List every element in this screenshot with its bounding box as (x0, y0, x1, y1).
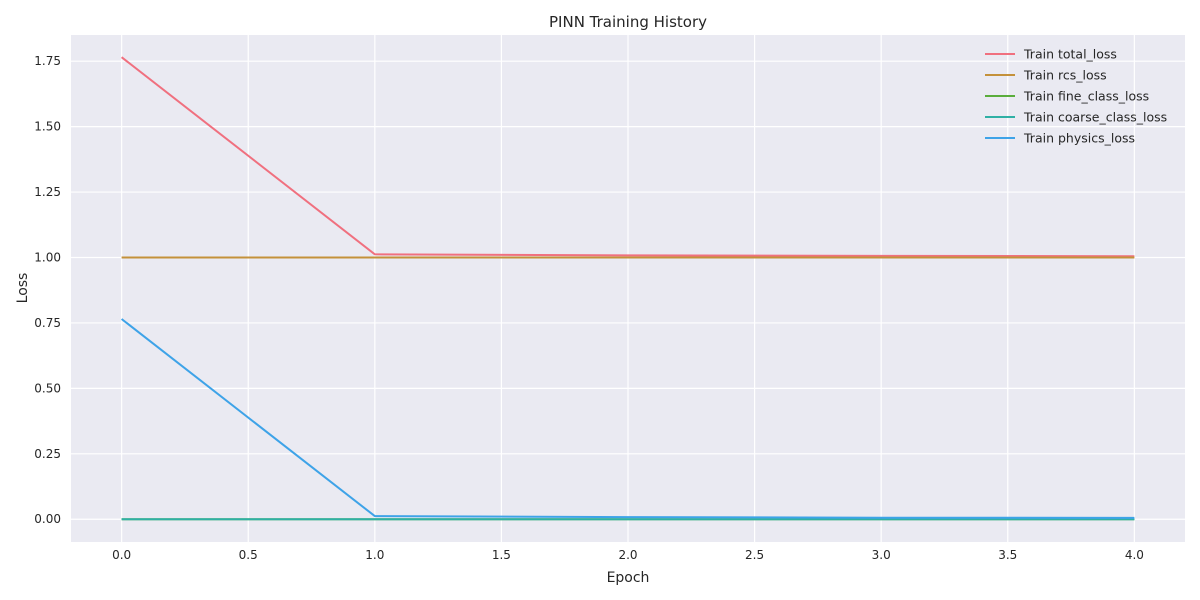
legend-entry: Train rcs_loss (1023, 68, 1107, 83)
y-tick-label: 0.75 (34, 316, 61, 330)
x-tick-labels: 0.0 0.5 1.0 1.5 2.0 2.5 3.0 3.5 4.0 (112, 548, 1144, 562)
legend-entry: Train total_loss (1023, 47, 1117, 62)
y-tick-label: 0.50 (34, 381, 61, 395)
y-tick-label: 1.25 (34, 185, 61, 199)
x-tick-label: 3.5 (998, 548, 1017, 562)
y-axis-label: Loss (15, 273, 31, 304)
legend-entry: Train coarse_class_loss (1023, 110, 1167, 125)
legend: Train total_loss Train rcs_loss Train fine… (985, 47, 1167, 146)
legend-entry: Train fine_class_loss (1023, 89, 1149, 104)
x-tick-label: 3.0 (872, 548, 891, 562)
y-tick-label: 0.25 (34, 447, 61, 461)
series-line-4 (120, 318, 1135, 519)
x-tick-label: 1.0 (365, 548, 384, 562)
y-tick-label: 1.00 (34, 250, 61, 264)
x-tick-label: 4.0 (1125, 548, 1144, 562)
series-lines (120, 56, 1135, 521)
series-line-0 (120, 56, 1135, 258)
x-tick-label: 2.5 (745, 548, 764, 562)
x-tick-label: 0.5 (239, 548, 258, 562)
y-tick-label: 1.50 (34, 120, 61, 134)
x-tick-label: 0.0 (112, 548, 131, 562)
legend-entry: Train physics_loss (1023, 131, 1135, 146)
y-tick-labels: 0.00 0.25 0.50 0.75 1.00 1.25 1.50 1.75 (34, 54, 61, 526)
x-tick-label: 2.0 (618, 548, 637, 562)
chart-title: PINN Training History (549, 13, 707, 31)
y-tick-label: 1.75 (34, 54, 61, 68)
y-tick-label: 0.00 (34, 512, 61, 526)
x-axis-label: Epoch (607, 570, 650, 586)
x-tick-label: 1.5 (492, 548, 511, 562)
